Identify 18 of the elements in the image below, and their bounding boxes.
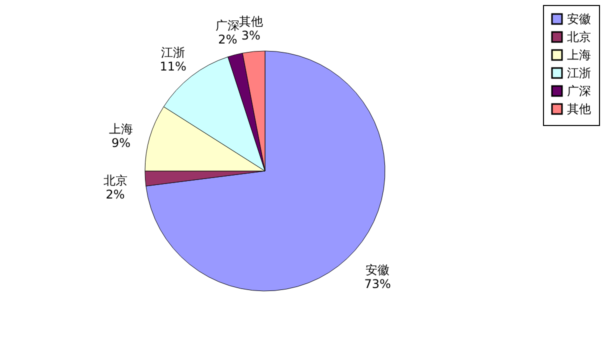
slice-label: 其他 xyxy=(238,14,263,29)
slice-label: 江浙 xyxy=(161,45,186,60)
legend-label: 北京 xyxy=(567,30,591,44)
data-label: 2% xyxy=(106,187,125,202)
data-label: 3% xyxy=(241,28,260,43)
data-label: 73% xyxy=(364,277,391,292)
slice-label: 北京 xyxy=(103,173,128,188)
data-label: 2% xyxy=(218,32,238,47)
legend-label: 广深 xyxy=(567,84,591,98)
legend-label: 江浙 xyxy=(567,66,591,80)
legend-label: 上海 xyxy=(567,48,591,62)
data-label: 11% xyxy=(160,59,186,74)
legend-label: 其他 xyxy=(567,102,591,116)
slice-label: 上海 xyxy=(108,122,133,136)
slice-label: 广深 xyxy=(216,18,240,33)
legend-label: 安徽 xyxy=(567,12,591,26)
slice-label: 安徽 xyxy=(366,263,390,278)
data-label: 9% xyxy=(111,136,130,150)
